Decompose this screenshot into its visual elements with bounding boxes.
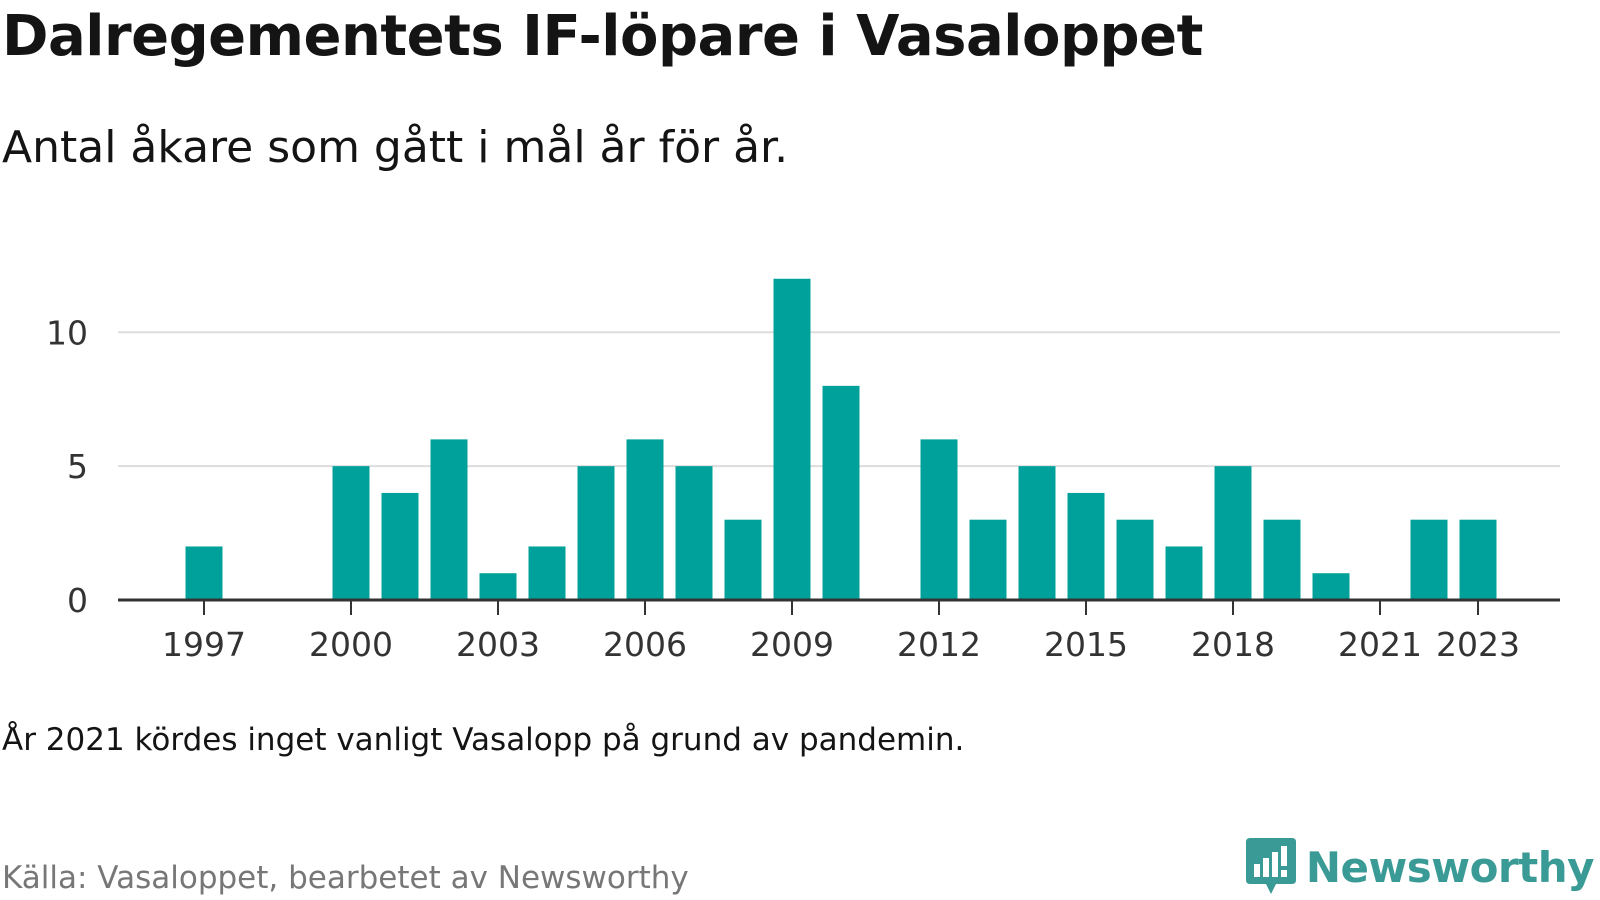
bar-2018 xyxy=(1214,466,1252,600)
newsworthy-logo: Newsworthy xyxy=(1245,838,1595,896)
bar-2008 xyxy=(724,519,762,600)
x-tick-label: 2000 xyxy=(309,625,393,664)
x-tick-label: 2003 xyxy=(456,625,540,664)
logo-text: Newsworthy xyxy=(1305,842,1595,892)
bar-1997 xyxy=(185,546,223,600)
bar-chart: 0 5 10 1997 2000 2003 2006 2009 2012 2015 2018 202… xyxy=(46,278,1560,664)
bar-2010 xyxy=(822,385,860,600)
bar-2003 xyxy=(479,573,517,600)
x-tick-label: 2018 xyxy=(1191,625,1275,664)
x-axis-ticks: 1997 2000 2003 2006 2009 2012 2015 2018 2021 2023 xyxy=(162,600,1520,664)
x-tick-label: 2006 xyxy=(603,625,687,664)
bar-2009 xyxy=(773,278,811,600)
x-tick-label: 1997 xyxy=(162,625,246,664)
source-credit: Källa: Vasaloppet, bearbetet av Newswort… xyxy=(2,860,689,896)
bars xyxy=(185,278,1497,600)
bar-2000 xyxy=(332,466,370,600)
x-tick-label: 2009 xyxy=(750,625,834,664)
x-tick-label: 2023 xyxy=(1436,625,1520,664)
x-tick-label: 2012 xyxy=(897,625,981,664)
chart-title: Dalregementets IF-löpare i Vasaloppet xyxy=(2,4,1203,69)
bar-2015 xyxy=(1067,492,1105,600)
bar-2023 xyxy=(1459,519,1497,600)
chart-note: År 2021 kördes inget vanligt Vasalopp på… xyxy=(2,722,965,758)
y-tick-label: 0 xyxy=(67,581,88,620)
bar-2007 xyxy=(675,466,713,600)
y-tick-label: 5 xyxy=(67,447,88,486)
bar-2013 xyxy=(969,519,1007,600)
bar-2012 xyxy=(920,439,958,600)
bar-2022 xyxy=(1410,519,1448,600)
bar-2016 xyxy=(1116,519,1154,600)
bar-2019 xyxy=(1263,519,1301,600)
x-tick-label: 2015 xyxy=(1044,625,1128,664)
bar-2020 xyxy=(1312,573,1350,600)
bar-2017 xyxy=(1165,546,1203,600)
chart-subtitle: Antal åkare som gått i mål år för år. xyxy=(2,122,789,173)
x-tick-label: 2021 xyxy=(1338,625,1422,664)
bar-2005 xyxy=(577,466,615,600)
y-axis-ticks: 0 5 10 xyxy=(46,313,88,620)
newsworthy-logo-icon xyxy=(1245,838,1296,894)
y-tick-label: 10 xyxy=(46,313,88,352)
bar-2001 xyxy=(381,492,419,600)
bar-2004 xyxy=(528,546,566,600)
bar-2006 xyxy=(626,439,664,600)
bar-2002 xyxy=(430,439,468,600)
bar-2014 xyxy=(1018,466,1056,600)
